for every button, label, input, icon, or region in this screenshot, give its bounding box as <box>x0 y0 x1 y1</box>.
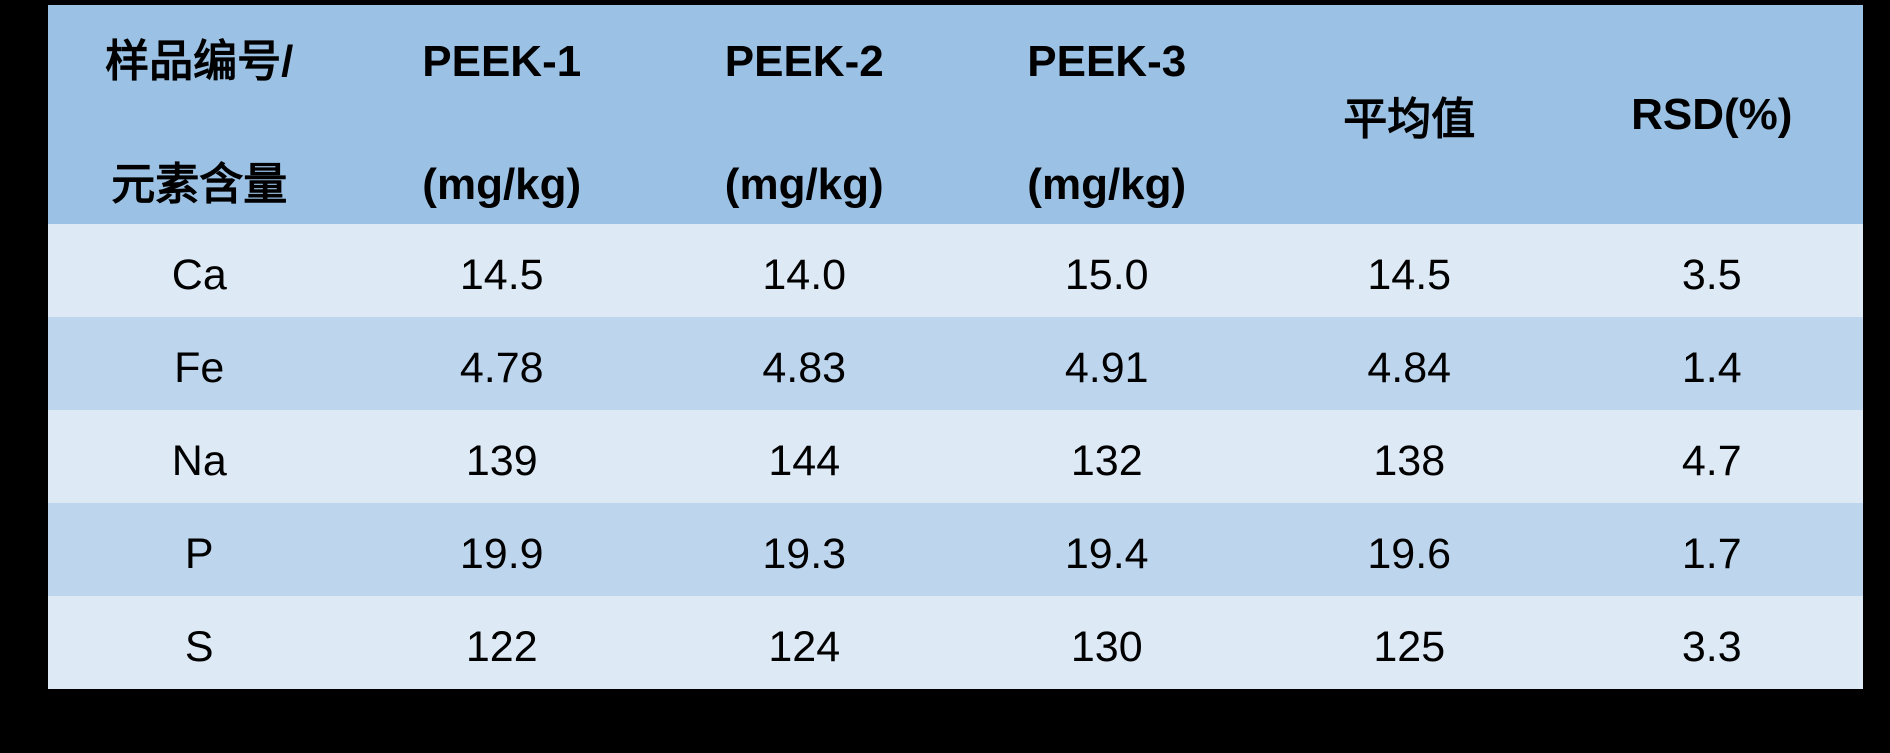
value-cell: 4.84 <box>1258 317 1561 410</box>
header-row: 样品编号/ 元素含量 PEEK-1 (mg/kg) PEEK-2 (mg/kg) <box>48 5 1863 224</box>
value-cell: 3.3 <box>1560 596 1863 689</box>
value-cell: 14.0 <box>653 224 956 317</box>
value-cell: 14.5 <box>1258 224 1561 317</box>
header-peek-2-name: PEEK-2 <box>724 37 884 86</box>
value-cell: 19.3 <box>653 503 956 596</box>
value-cell: 19.9 <box>350 503 653 596</box>
value-cell: 15.0 <box>955 224 1258 317</box>
header-cell-mean: 平均值 <box>1258 5 1561 224</box>
value-cell: 139 <box>350 410 653 503</box>
table-row-fe: Fe 4.78 4.83 4.91 4.84 1.4 <box>48 317 1863 410</box>
value-cell: 144 <box>653 410 956 503</box>
value-cell: 14.5 <box>350 224 653 317</box>
value-cell: 130 <box>955 596 1258 689</box>
element-content-table: 样品编号/ 元素含量 PEEK-1 (mg/kg) PEEK-2 (mg/kg) <box>48 5 1863 689</box>
header-cell-peek-2: PEEK-2 (mg/kg) <box>653 5 956 224</box>
table-row-na: Na 139 144 132 138 4.7 <box>48 410 1863 503</box>
value-cell: 19.4 <box>955 503 1258 596</box>
element-name-cell: P <box>48 503 351 596</box>
header-cell-peek-3: PEEK-3 (mg/kg) <box>955 5 1259 224</box>
table-row-s: S 122 124 130 125 3.3 <box>48 596 1863 689</box>
header-peek-1-lines: PEEK-1 (mg/kg) <box>351 5 654 224</box>
element-name-cell: Na <box>48 410 351 503</box>
element-name-cell: S <box>48 596 351 689</box>
element-name-cell: Fe <box>48 317 351 410</box>
header-peek-2-lines: PEEK-2 (mg/kg) <box>653 5 956 224</box>
table-header: 样品编号/ 元素含量 PEEK-1 (mg/kg) PEEK-2 (mg/kg) <box>48 5 1863 224</box>
value-cell: 4.83 <box>653 317 956 410</box>
value-cell: 125 <box>1258 596 1561 689</box>
value-cell: 4.78 <box>350 317 653 410</box>
header-sample-element-lines: 样品编号/ 元素含量 <box>48 5 351 224</box>
value-cell: 4.7 <box>1560 410 1863 503</box>
value-cell: 132 <box>955 410 1258 503</box>
header-peek-3-name: PEEK-3 <box>1027 37 1187 86</box>
header-peek-3-lines: PEEK-3 (mg/kg) <box>956 5 1259 224</box>
value-cell: 4.91 <box>955 317 1258 410</box>
value-cell: 1.7 <box>1560 503 1863 596</box>
header-peek-3-unit: (mg/kg) <box>1027 160 1187 209</box>
value-cell: 124 <box>653 596 956 689</box>
table-row-ca: Ca 14.5 14.0 15.0 14.5 3.5 <box>48 224 1863 317</box>
value-cell: 1.4 <box>1560 317 1863 410</box>
value-cell: 19.6 <box>1258 503 1561 596</box>
header-cell-rsd: RSD(%) <box>1560 5 1863 224</box>
header-peek-1-unit: (mg/kg) <box>422 160 582 209</box>
value-cell: 138 <box>1258 410 1561 503</box>
element-name-cell: Ca <box>48 224 351 317</box>
value-cell: 3.5 <box>1560 224 1863 317</box>
header-peek-1-name: PEEK-1 <box>422 37 582 86</box>
table-body: Ca 14.5 14.0 15.0 14.5 3.5 Fe 4.78 4.83 … <box>48 224 1863 689</box>
header-sample-id-label: 样品编号/ <box>105 37 294 86</box>
header-peek-2-unit: (mg/kg) <box>724 160 884 209</box>
value-cell: 122 <box>350 596 653 689</box>
header-cell-sample-element: 样品编号/ 元素含量 <box>48 5 351 224</box>
header-cell-peek-1: PEEK-1 (mg/kg) <box>350 5 654 224</box>
header-element-content-label: 元素含量 <box>111 160 288 209</box>
table-row-p: P 19.9 19.3 19.4 19.6 1.7 <box>48 503 1863 596</box>
